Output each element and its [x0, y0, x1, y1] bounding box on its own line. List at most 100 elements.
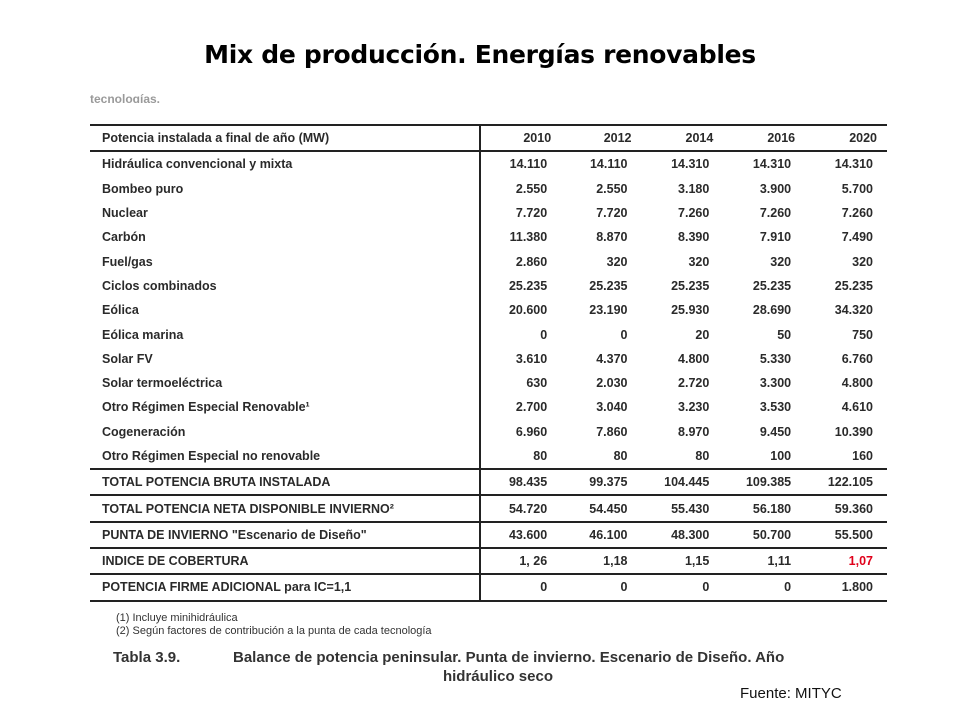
table-row: Bombeo puro 2.550 2.550 3.180 3.900 5.700 [90, 176, 887, 201]
row-value: 28.690 [752, 303, 792, 318]
header-year: 2014 [641, 123, 724, 153]
row-value: 20.600 [478, 298, 562, 323]
row-value: 1, 26 [478, 548, 562, 576]
row-value: 0 [478, 322, 562, 347]
row-value: 630 [478, 370, 562, 396]
row-label: TOTAL POTENCIA NETA DISPONIBLE INVIERNO² [90, 495, 480, 523]
row-label: Ciclos combinados [102, 278, 217, 293]
row-value: 3.530 [759, 400, 792, 415]
row-value: 7.720 [596, 206, 628, 221]
row-value: 320 [852, 254, 873, 269]
row-label: Solar termoeléctrica [102, 376, 223, 391]
header-label: Potencia instalada a final de año (MW) [90, 123, 480, 153]
row-label: POTENCIA FIRME ADICIONAL para IC=1,1 [90, 574, 480, 602]
source-note: Fuente: MITYC [740, 685, 842, 702]
row-value: 80 [695, 449, 710, 463]
row-value: 7.260 [678, 206, 710, 221]
row-value: 7.720 [478, 200, 562, 226]
header-year: 2012 [561, 123, 642, 153]
row-value: 80 [613, 449, 628, 463]
row-value: 100 [770, 449, 792, 463]
table-row: Nuclear 7.720 7.720 7.260 7.260 7.260 [90, 200, 887, 226]
table-row: Eólica marina 0 0 20 50 750 [90, 322, 887, 347]
row-value: 160 [852, 449, 873, 463]
row-value: 2.030 [596, 376, 628, 391]
table-header-row: Potencia instalada a final de año (MW) 20… [90, 123, 887, 153]
footnotes: (1) Incluye minihidráulica (2) Según fac… [116, 612, 432, 638]
row-label: Nuclear [102, 206, 148, 221]
row-value: 25.235 [752, 278, 792, 293]
row-value: 14.110 [589, 157, 628, 172]
table-caption: Tabla 3.9. Balance de potencia peninsular… [113, 648, 883, 686]
row-label: Eólica [102, 303, 139, 318]
row-label: PUNTA DE INVIERNO "Escenario de Diseño" [90, 521, 480, 550]
header-year: 2020 [805, 123, 887, 153]
row-value: 104.445 [641, 468, 724, 497]
row-value: 2.700 [478, 395, 562, 420]
row-value: 8.970 [678, 424, 710, 439]
table-row: PUNTA DE INVIERNO "Escenario de Diseño" 4… [90, 521, 887, 550]
row-value: 3.180 [678, 181, 710, 196]
table-row: Hidráulica convencional y mixta 14.110 14.… [90, 151, 887, 177]
row-value: 6.960 [478, 419, 562, 444]
row-value: 25.235 [834, 278, 873, 293]
row-value: 1,07 [805, 548, 887, 576]
row-value: 14.310 [671, 157, 710, 172]
row-value: 98.435 [478, 468, 562, 497]
table-row: Fuel/gas 2.860 320 320 320 320 [90, 249, 887, 274]
row-value: 0 [723, 574, 806, 602]
row-value: 7.860 [596, 424, 628, 439]
caption-line-1: Balance de potencia peninsular. Punta de… [233, 649, 785, 666]
row-value: 43.600 [478, 521, 562, 550]
row-value: 25.930 [671, 303, 710, 318]
table-row: Otro Régimen Especial Renovable¹ 2.700 3.0… [90, 395, 887, 420]
row-value: 1,15 [641, 548, 724, 576]
row-value: 3.300 [759, 376, 792, 391]
row-value: 25.235 [478, 273, 562, 299]
slide-title: Mix de producción. Energías renovables [204, 40, 756, 69]
row-value: 25.235 [671, 278, 710, 293]
row-value: 320 [606, 254, 628, 269]
cropped-text-fragment: tecnologías. [90, 86, 210, 103]
row-value: 8.390 [678, 230, 710, 245]
row-label: INDICE DE COBERTURA [90, 548, 480, 576]
table-row: Ciclos combinados 25.235 25.235 25.235 25.23… [90, 273, 887, 299]
row-value: 34.320 [834, 303, 873, 318]
table-row: Solar FV 3.610 4.370 4.800 5.330 6.760 [90, 346, 887, 371]
cropped-text: tecnologías. [90, 92, 161, 103]
row-value: 1,11 [723, 548, 806, 576]
row-label: Hidráulica convencional y mixta [102, 157, 293, 172]
row-value: 2.550 [478, 176, 562, 201]
row-value: 3.900 [759, 181, 792, 196]
table-row: TOTAL POTENCIA NETA DISPONIBLE INVIERNO²… [90, 495, 887, 523]
power-balance-table: Potencia instalada a final de año (MW) 20… [90, 123, 887, 602]
row-value: 54.450 [561, 495, 642, 523]
table-row: TOTAL POTENCIA BRUTA INSTALADA 98.435 99.3… [90, 468, 887, 497]
row-value: 50 [777, 327, 792, 342]
row-value: 8.870 [596, 230, 628, 245]
table-row: Solar termoeléctrica 630 2.030 2.720 3.300 4.… [90, 370, 887, 396]
table-row: Eólica 20.600 23.190 25.930 28.690 34.320 [90, 298, 887, 323]
row-value: 0 [478, 574, 562, 602]
table-row: Otro Régimen Especial no renovable 80 80 80… [90, 443, 887, 470]
row-value: 109.385 [723, 468, 806, 497]
row-value: 122.105 [805, 468, 887, 497]
row-value: 7.490 [841, 230, 873, 245]
row-value: 7.260 [841, 206, 873, 221]
row-value: 11.380 [478, 225, 562, 250]
row-value: 46.100 [561, 521, 642, 550]
row-value: 54.720 [478, 495, 562, 523]
row-label: Carbón [102, 230, 146, 245]
row-label: Fuel/gas [102, 254, 153, 269]
row-label: Bombeo puro [102, 181, 184, 196]
row-value: 9.450 [759, 424, 792, 439]
row-value: 80 [478, 443, 562, 470]
footnote-1: (1) Incluye minihidráulica [116, 612, 238, 624]
row-value: 2.860 [478, 249, 562, 274]
row-value: 56.180 [723, 495, 806, 523]
row-label: Cogeneración [102, 424, 186, 439]
row-value: 55.430 [641, 495, 724, 523]
row-value: 4.800 [678, 351, 710, 366]
row-value: 320 [770, 254, 792, 269]
row-value: 2.720 [678, 376, 710, 391]
